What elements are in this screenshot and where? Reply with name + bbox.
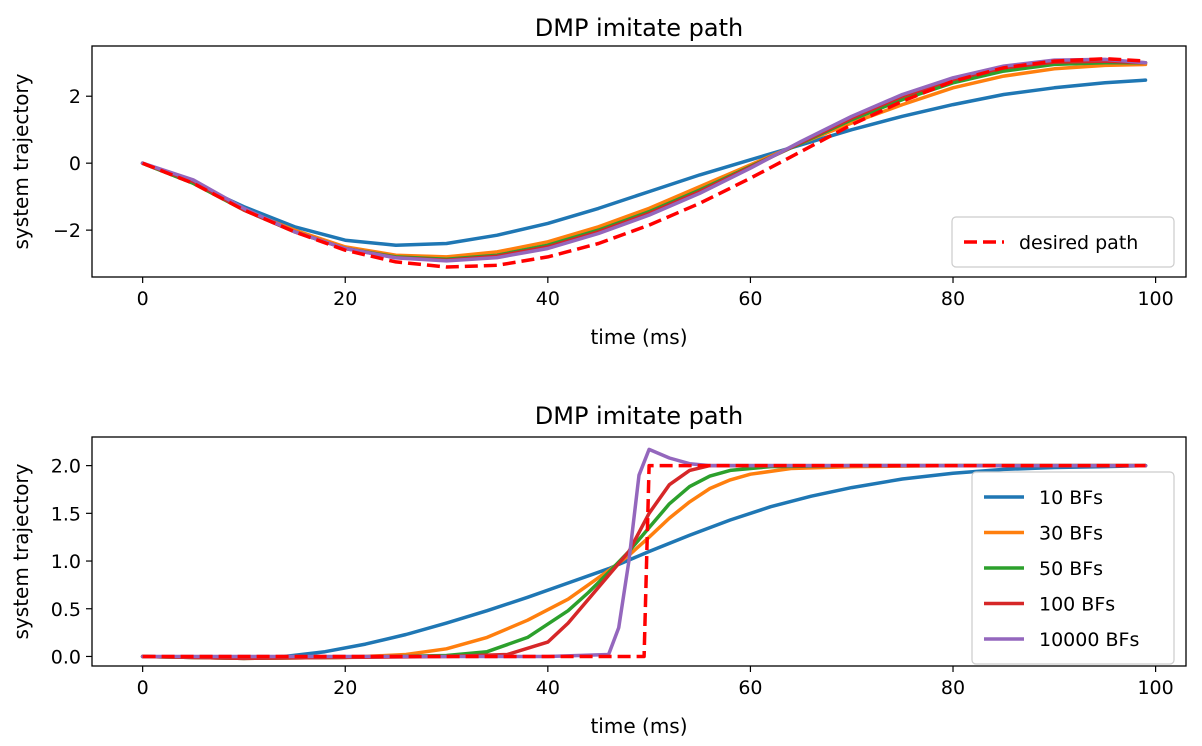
x-tick-label: 20 [333, 288, 357, 310]
x-axis-label: time (ms) [590, 714, 687, 738]
x-tick-label: 80 [941, 288, 965, 310]
y-tick-label: −2 [53, 220, 81, 242]
series-line-4 [140, 57, 1148, 263]
x-tick-label: 0 [137, 677, 149, 699]
series-line-30-bfs [140, 463, 1148, 661]
x-tick-label: 60 [738, 288, 762, 310]
x-tick-label: 40 [536, 288, 560, 310]
x-tick-label: 80 [941, 677, 965, 699]
series-line-5 [142, 463, 1146, 659]
chart-bottom: DMP imitate path 0 20 40 60 80 100 0.0 0.5 1.0 1.5… [9, 402, 1187, 738]
x-tick-label: 0 [137, 288, 149, 310]
legend-box [951, 216, 1175, 268]
x-tick-label: 60 [738, 677, 762, 699]
x-tick-label: 20 [333, 677, 357, 699]
series-group [140, 56, 1148, 269]
series-line-desired-path [141, 56, 1146, 269]
chart-title: DMP imitate path [535, 14, 744, 42]
x-tick-label: 100 [1137, 677, 1173, 699]
x-tick-label: 40 [536, 677, 560, 699]
legend-entry: 50 BFs [1039, 558, 1103, 580]
y-tick-label: 1.0 [51, 551, 81, 573]
series-line-0 [140, 78, 1148, 247]
x-axis-label: time (ms) [590, 325, 687, 349]
y-tick-label: 0 [69, 153, 81, 175]
y-tick-label: 0.0 [51, 646, 81, 668]
y-axis-label: system trajectory [9, 463, 33, 639]
plot-frame [91, 436, 1187, 667]
legend-entry: 10 BFs [1039, 487, 1103, 509]
legend: desired path [951, 216, 1175, 268]
y-tick-label: 2.0 [51, 456, 81, 478]
legend-entry: 100 BFs [1039, 594, 1115, 616]
series-group [140, 447, 1148, 661]
x-tick-label: 100 [1137, 288, 1173, 310]
legend: 10 BFs 30 BFs 50 BFs 100 BFs 10000 BFs [971, 471, 1175, 665]
plot-frame [91, 45, 1187, 278]
y-tick-label: 0.5 [51, 599, 81, 621]
chart-top: DMP imitate path 0 20 40 60 80 100 −2 0 2 time (ms… [9, 14, 1187, 349]
legend-entry: 30 BFs [1039, 523, 1103, 545]
y-tick-label: 1.5 [51, 503, 81, 525]
legend-box [971, 471, 1175, 665]
legend-entry: 10000 BFs [1039, 629, 1139, 651]
y-axis-label: system trajectory [9, 73, 33, 249]
legend-entry: desired path [1019, 232, 1138, 254]
chart-title: DMP imitate path [535, 402, 744, 430]
y-tick-label: 2 [69, 86, 81, 108]
series-line-10-bfs [140, 463, 1148, 661]
